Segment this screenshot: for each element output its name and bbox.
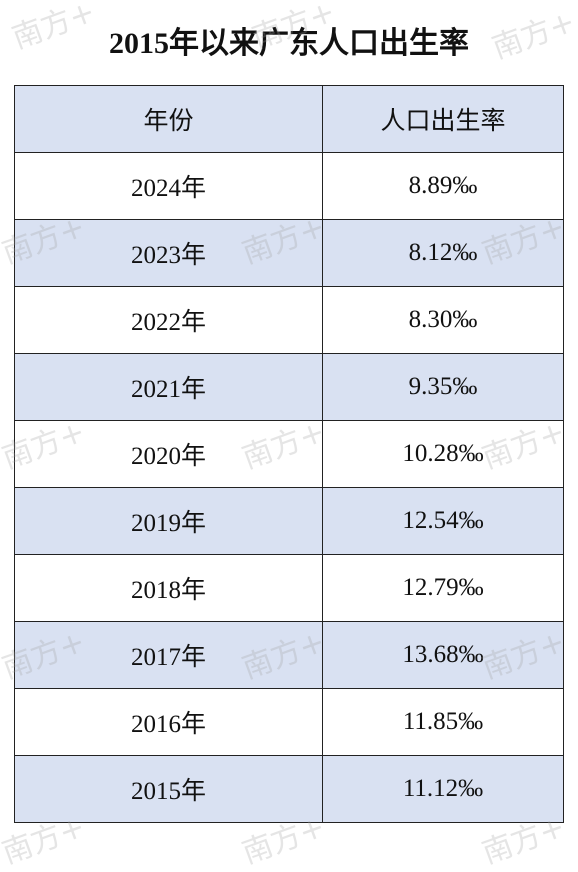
year-cell: 2023年	[14, 219, 323, 287]
table-row: 2024年 8.89‰	[14, 152, 564, 220]
rate-cell: 9.35‰	[322, 353, 564, 421]
table-row: 2023年 8.12‰	[14, 219, 564, 287]
year-cell: 2022年	[14, 286, 323, 354]
table-row: 2018年 12.79‰	[14, 554, 564, 622]
year-cell: 2020年	[14, 420, 323, 488]
data-table: 年份 人口出生率 2024年 8.89‰ 2023年 8.12‰ 2022年 8.30‰ 2…	[14, 85, 564, 823]
rate-cell: 12.54‰	[322, 487, 564, 555]
table-row: 2016年 11.85‰	[14, 688, 564, 756]
header-cell: 人口出生率	[322, 85, 564, 153]
header-row: 年份 人口出生率	[14, 85, 564, 153]
table-body: 2024年 8.89‰ 2023年 8.12‰ 2022年 8.30‰ 2021年 9.35‰…	[14, 152, 564, 823]
rate-cell: 8.30‰	[322, 286, 564, 354]
table-row: 2020年 10.28‰	[14, 420, 564, 488]
table-row: 2015年 11.12‰	[14, 755, 564, 823]
rate-cell: 12.79‰	[322, 554, 564, 622]
year-cell: 2017年	[14, 621, 323, 689]
table-title: 2015年以来广东人口出生率	[109, 27, 469, 60]
table-row: 2021年 9.35‰	[14, 353, 564, 421]
rate-cell: 8.12‰	[322, 219, 564, 287]
rate-cell: 10.28‰	[322, 420, 564, 488]
table-row: 2017年 13.68‰	[14, 621, 564, 689]
header-cell: 年份	[14, 85, 323, 153]
rate-cell: 11.85‰	[322, 688, 564, 756]
rate-cell: 13.68‰	[322, 621, 564, 689]
table-row: 2022年 8.30‰	[14, 286, 564, 354]
year-cell: 2024年	[14, 152, 323, 220]
year-cell: 2021年	[14, 353, 323, 421]
table-row: 2019年 12.54‰	[14, 487, 564, 555]
year-cell: 2018年	[14, 554, 323, 622]
year-cell: 2019年	[14, 487, 323, 555]
year-cell: 2016年	[14, 688, 323, 756]
rate-cell: 8.89‰	[322, 152, 564, 220]
rate-cell: 11.12‰	[322, 755, 564, 823]
year-cell: 2015年	[14, 755, 323, 823]
